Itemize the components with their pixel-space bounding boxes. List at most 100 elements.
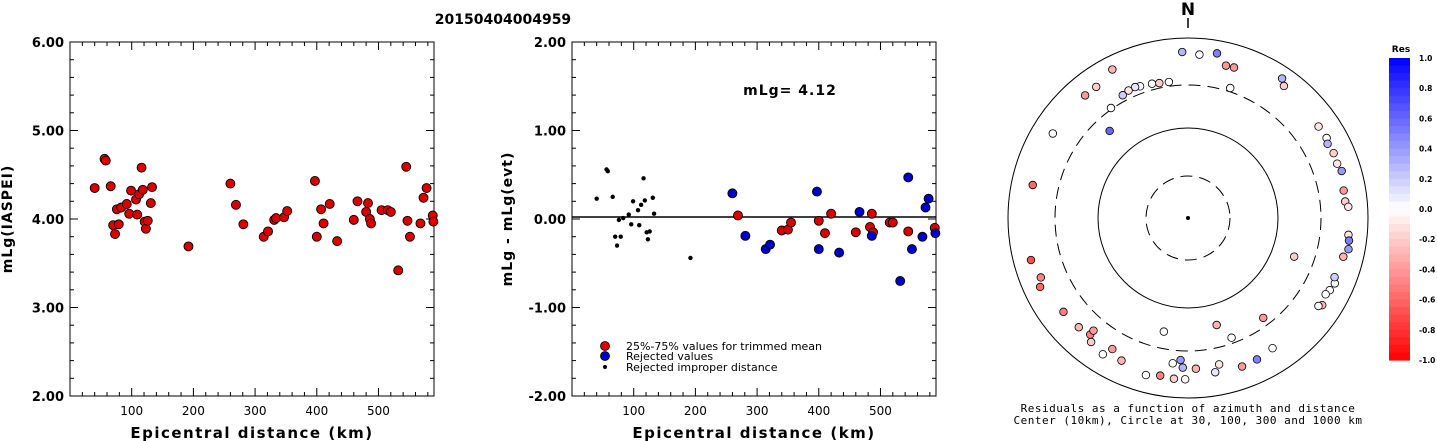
magnitude-plot-ytick-label: 5.00: [32, 125, 64, 140]
colorbar-segment: [1389, 110, 1410, 119]
trimmed-point: [733, 210, 743, 221]
magnitude-point: [428, 216, 439, 227]
colorbar-tick-label: 0.2: [1419, 175, 1432, 184]
rejected-point: [765, 239, 775, 250]
station-residual-point: [1169, 374, 1179, 383]
improper-distance-point: [614, 243, 620, 248]
legend-marker-rejected: [600, 351, 610, 361]
colorbar-segment: [1389, 276, 1410, 286]
colorbar-tick-label: -0.6: [1419, 296, 1435, 305]
station-residual-point: [1314, 122, 1323, 131]
magnitude-point: [393, 265, 404, 276]
station-residual-point: [1211, 368, 1220, 377]
legend-marker-improper: [603, 365, 607, 369]
colorbar-tick-label: 0.6: [1419, 114, 1432, 123]
magnitude-point: [89, 183, 100, 193]
station-residual-point: [1344, 202, 1353, 211]
trimmed-point: [850, 227, 861, 238]
colorbar-segment: [1389, 65, 1410, 74]
station-residual-point: [1191, 364, 1201, 373]
station-residual-point: [1141, 370, 1151, 380]
station-residual-point: [1178, 363, 1187, 372]
colorbar-segment: [1389, 239, 1410, 248]
colorbar-segment: [1389, 186, 1410, 195]
trimmed-point: [786, 217, 796, 228]
figure-title: 20150404004959: [435, 12, 571, 28]
residual-plot-ytick-label: 2.00: [534, 36, 566, 51]
magnitude-point: [231, 199, 241, 210]
station-residual-point: [1108, 65, 1117, 74]
colorbar-segment: [1389, 322, 1410, 331]
polar-caption-line2: Center (10km), Circle at 30, 100, 300 an…: [1013, 414, 1362, 427]
magnitude-point: [402, 215, 413, 226]
station-residual-point: [1178, 47, 1187, 57]
magnitude-plot-xlabel: Epicentral distance (km): [130, 424, 373, 441]
station-residual-point: [1124, 86, 1133, 95]
improper-distance-point: [605, 169, 610, 174]
improper-distance-point: [626, 212, 631, 217]
legend-label-improper: Rejected improper distance: [626, 361, 778, 374]
station-residual-point: [1164, 77, 1174, 87]
trimmed-point: [819, 228, 830, 239]
magnitude-point: [316, 204, 327, 215]
station-residual-point: [1259, 313, 1268, 323]
station-residual-point: [1098, 350, 1108, 359]
colorbar-segment: [1389, 95, 1410, 104]
improper-distance-point: [635, 207, 641, 213]
colorbar-segment: [1389, 103, 1410, 112]
magnitude-point: [318, 218, 329, 229]
rejected-point: [903, 172, 914, 183]
colorbar-segment: [1389, 80, 1410, 89]
colorbar-segment: [1389, 88, 1410, 97]
rejected-point: [930, 228, 941, 239]
residual-plot-xtick-label: 100: [622, 404, 645, 418]
rejected-point: [923, 193, 934, 204]
rejected-point: [811, 186, 822, 197]
improper-distance-point: [647, 229, 652, 234]
magnitude-plot: 100 200 300 400 500 2.00 3.00 4.00 5.00 6.00 Epic…: [0, 36, 439, 441]
magnitude-plot-xtick-label: 200: [182, 404, 205, 418]
improper-distance-point: [688, 255, 693, 261]
improper-distance-point: [616, 217, 622, 223]
station-residual-point: [1332, 159, 1342, 168]
station-residual-point: [1321, 290, 1330, 299]
rejected-point: [917, 231, 928, 242]
colorbar-segment: [1389, 314, 1410, 323]
residual-plot: 100 200 300 400 500 -2.00 -1.00 0.00 1.00 2.00 mL…: [500, 36, 941, 441]
colorbar-segment: [1389, 125, 1410, 135]
colorbar-segment: [1389, 299, 1410, 308]
trimmed-point: [813, 215, 824, 226]
station-residual-point: [1036, 273, 1046, 282]
magnitude-point: [366, 218, 377, 229]
magnitude-point: [332, 236, 343, 247]
magnitude-point: [142, 215, 153, 226]
colorbar-segment: [1389, 148, 1410, 157]
residual-plot-xtick-label: 400: [807, 404, 830, 418]
station-residual-point: [1147, 79, 1157, 88]
magnitude-plot-ytick-label: 6.00: [32, 36, 64, 51]
station-residual-point: [1277, 74, 1287, 83]
ring-1000km: [1007, 37, 1369, 399]
colorbar-segment: [1389, 171, 1410, 180]
legend-marker-trimmed: [600, 341, 610, 351]
magnitude-point: [309, 175, 320, 186]
station-residual-point: [1330, 273, 1339, 282]
colorbar-segment: [1389, 58, 1410, 67]
magnitude-point: [282, 206, 293, 216]
magnitude-plot-frame: [69, 41, 435, 397]
magnitude-plot-ytick-label: 3.00: [32, 302, 64, 317]
residual-legend: 25%-75% values for trimmed mean Rejected…: [600, 340, 822, 374]
trimmed-point: [903, 226, 914, 237]
magnitude-point: [126, 185, 137, 196]
station-residual-point: [1339, 252, 1348, 261]
colorbar-segment: [1389, 254, 1410, 263]
magnitude-point: [124, 208, 135, 219]
magnitude-point: [136, 162, 147, 173]
improper-distance-point: [594, 196, 599, 201]
colorbar-segment: [1389, 269, 1410, 278]
residual-plot-ytick-label: 1.00: [534, 125, 566, 140]
magnitude-point: [415, 218, 426, 229]
station-residual-point: [1086, 337, 1096, 347]
residual-plot-ylabel: mLg - mLg(evt): [500, 152, 516, 287]
magnitude-point: [271, 213, 282, 224]
